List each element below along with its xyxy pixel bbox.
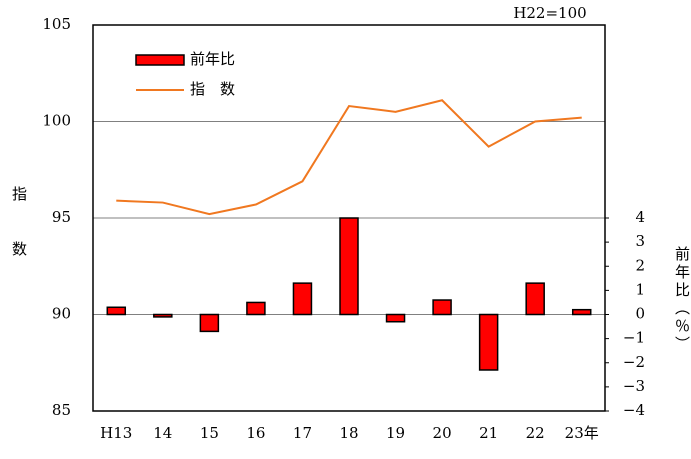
y-tick-label: 85 xyxy=(52,401,71,419)
legend-swatch xyxy=(135,54,185,66)
line xyxy=(116,99,582,216)
bar xyxy=(199,313,220,333)
y2-tick-label: −4 xyxy=(623,401,645,419)
y-axis-title: 指数 xyxy=(10,186,28,296)
y2-tick-label: 1 xyxy=(635,280,645,298)
bar xyxy=(106,306,127,316)
y2-tick-label: −2 xyxy=(623,353,645,371)
y2-tick-label: −3 xyxy=(623,377,645,395)
x-tick-label: H13 xyxy=(100,424,132,442)
bar xyxy=(385,313,406,323)
y-tick-label: 100 xyxy=(42,112,71,130)
bar xyxy=(432,299,452,316)
x-tick-label: 20 xyxy=(433,424,452,442)
x-tick-label: 17 xyxy=(293,424,312,442)
bar xyxy=(525,282,545,316)
x-tick-label: 19 xyxy=(386,424,405,442)
y2-axis-title: 前年比（％） xyxy=(673,246,691,354)
y-tick-label: 105 xyxy=(42,15,71,33)
y2-tick-label: 2 xyxy=(635,256,645,274)
legend-label: 前年比 xyxy=(190,50,235,68)
bar xyxy=(339,217,359,316)
x-tick-label: 14 xyxy=(153,424,172,442)
legend-label: 指 数 xyxy=(190,80,235,98)
annotation: H22=100 xyxy=(513,4,586,22)
y-tick-label: 95 xyxy=(52,208,71,226)
y2-tick-label: −1 xyxy=(623,329,645,347)
y-tick-label: 90 xyxy=(52,305,71,323)
bar xyxy=(478,313,499,371)
bar xyxy=(153,313,173,318)
x-tick-label: 18 xyxy=(339,424,358,442)
y2-tick-label: 0 xyxy=(635,305,645,323)
y2-tick-label: 3 xyxy=(635,232,645,250)
x-tick-label: 15 xyxy=(200,424,219,442)
x-tick-label: 21 xyxy=(479,424,498,442)
bar xyxy=(292,282,313,316)
y2-tick-label: 4 xyxy=(635,208,645,226)
x-tick-label: 23年 xyxy=(565,424,599,442)
x-tick-label: 22 xyxy=(526,424,545,442)
plot-frame xyxy=(92,24,606,412)
bar xyxy=(571,308,592,316)
bar xyxy=(246,301,266,316)
x-tick-label: 16 xyxy=(246,424,265,442)
